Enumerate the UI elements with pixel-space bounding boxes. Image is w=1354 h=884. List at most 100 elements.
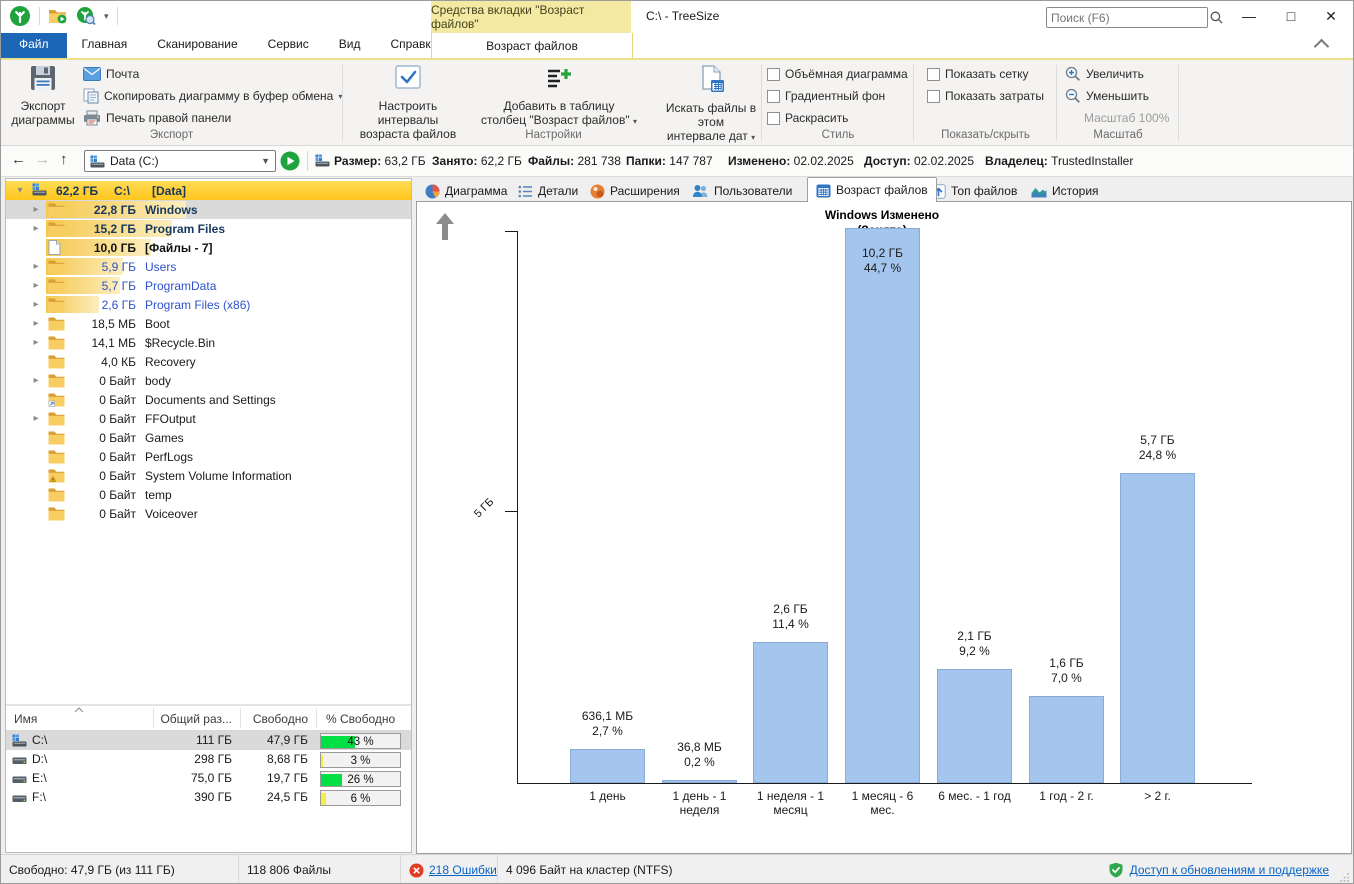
tree-row[interactable]: ▸ 14,1 МБ $Recycle.Bin	[6, 333, 411, 352]
errors-link[interactable]: 218 Ошибки	[429, 863, 497, 877]
drives-table: Имя Общий раз... Свободно % Свободно C:\ 11…	[6, 706, 411, 852]
view-tab-5[interactable]: Топ файлов	[931, 180, 1017, 202]
tree-row[interactable]: ▸ 0 Байт FFOutput	[6, 409, 411, 428]
view-tab-0[interactable]: Диаграмма	[425, 180, 507, 202]
tree-row[interactable]: 0 Байт Documents and Settings	[6, 390, 411, 409]
drive-row[interactable]: E:\ 75,0 ГБ 19,7 ГБ 26 %	[6, 769, 411, 788]
search-input[interactable]	[1047, 10, 1210, 25]
tree-row[interactable]: 0 Байт Voiceover	[6, 504, 411, 523]
tab-file[interactable]: Файл	[1, 33, 67, 58]
bar-value-label: 636,1 МБ 2,7 %	[581, 709, 634, 738]
export-item-2[interactable]: Печать правой панели	[83, 108, 231, 128]
forward-icon[interactable]: →	[35, 151, 50, 168]
scan-folder-icon[interactable]	[48, 8, 68, 24]
drive-row[interactable]: C:\ 111 ГБ 47,9 ГБ 43 %	[6, 731, 411, 750]
chart-bar-0[interactable]	[570, 749, 645, 783]
tree-row[interactable]: 0 Байт temp	[6, 485, 411, 504]
chart-bar-3[interactable]	[845, 228, 920, 783]
back-icon[interactable]: ←	[11, 151, 26, 168]
qat-customize-icon[interactable]: ▾	[104, 10, 109, 21]
tree-row[interactable]: ▸ 5,9 ГБ Users	[6, 257, 411, 276]
view-tab-6[interactable]: История	[1031, 180, 1099, 202]
search-box[interactable]	[1046, 7, 1223, 28]
tree-row[interactable]: ▸ 2,6 ГБ Program Files (x86)	[6, 295, 411, 314]
drives-column-2[interactable]: Свободно	[252, 712, 308, 726]
resize-grip[interactable]	[1340, 872, 1350, 882]
settings-button-2[interactable]: Искать файлы в этом интервале дат ▾	[653, 63, 769, 143]
chevron-down-icon[interactable]: ▼	[261, 156, 270, 166]
drive-row[interactable]: D:\ 298 ГБ 8,68 ГБ 3 %	[6, 750, 411, 769]
close-button[interactable]: ✕	[1325, 7, 1337, 24]
panel-splitter[interactable]	[6, 704, 411, 706]
tree-row[interactable]: 4,0 КБ Recovery	[6, 352, 411, 371]
chart-bar-6[interactable]	[1120, 473, 1195, 783]
chart-bar-1[interactable]	[662, 780, 737, 783]
zoom-item-2[interactable]: Масштаб 100%	[1084, 111, 1170, 125]
path-combobox[interactable]: Data (C:) ▼	[84, 150, 276, 172]
chart-bar-4[interactable]	[937, 669, 1012, 783]
maximize-button[interactable]: □	[1286, 8, 1296, 24]
update-link[interactable]: Доступ к обновлениям и поддержке	[1129, 863, 1329, 877]
tree-row[interactable]: ▸ 18,5 МБ Boot	[6, 314, 411, 333]
view-tab-1[interactable]: Детали	[518, 180, 578, 202]
checkbox-icon[interactable]	[767, 67, 780, 81]
go-up-icon[interactable]	[431, 210, 461, 242]
tab-2[interactable]: Сервис	[267, 37, 309, 51]
export-item-0[interactable]: Почта	[83, 64, 139, 84]
chevron-down-icon[interactable]: ▾	[17, 185, 23, 196]
chart-bar-2[interactable]	[753, 642, 828, 783]
up-icon[interactable]: ↑	[60, 151, 68, 168]
drive-row[interactable]: F:\ 390 ГБ 24,5 ГБ 6 %	[6, 788, 411, 807]
tree-row[interactable]: ▸ 0 Байт body	[6, 371, 411, 390]
zoom-item-0[interactable]: Увеличить	[1065, 64, 1144, 84]
chevron-right-icon[interactable]: ▸	[33, 413, 39, 424]
tree-row[interactable]: 0 Байт Games	[6, 428, 411, 447]
drives-column-0[interactable]: Имя	[14, 712, 38, 726]
export-item-1[interactable]: Скопировать диаграмму в буфер обмена ▾	[83, 86, 342, 106]
export-chart-button[interactable]: Экспорт диаграммы	[7, 63, 79, 143]
file-age-chart: Windows Изменено(Занято) 5 ГБ 636,1 МБ2,…	[416, 201, 1352, 854]
chevron-right-icon[interactable]: ▸	[33, 280, 39, 291]
settings-button-1[interactable]: Добавить в таблицу столбец "Возраст файло…	[469, 63, 649, 143]
treesize-search-icon[interactable]	[76, 6, 96, 26]
minimize-button[interactable]: —	[1242, 8, 1256, 24]
style-checkbox-2[interactable]: Раскрасить	[767, 108, 848, 128]
view-tab-3[interactable]: Пользователи	[692, 180, 792, 202]
chart-bar-5[interactable]	[1029, 696, 1104, 783]
drives-column-3[interactable]: % Свободно	[326, 712, 396, 726]
checkbox-icon[interactable]	[767, 111, 780, 125]
show-checkbox-1[interactable]: Показать затраты	[927, 86, 1044, 106]
style-checkbox-1[interactable]: Градиентный фон	[767, 86, 885, 106]
tree-row[interactable]: 10,0 ГБ [Файлы - 7]	[6, 238, 411, 257]
checkbox-icon[interactable]	[927, 67, 940, 81]
start-scan-icon[interactable]	[280, 151, 300, 171]
chevron-right-icon[interactable]: ▸	[33, 261, 39, 272]
checkbox-icon[interactable]	[767, 89, 780, 103]
tree-row[interactable]: ▸ 5,7 ГБ ProgramData	[6, 276, 411, 295]
tree-row[interactable]: 0 Байт PerfLogs	[6, 447, 411, 466]
collapse-ribbon-icon[interactable]	[1313, 38, 1330, 55]
view-tab-2[interactable]: Расширения	[590, 180, 680, 202]
tab-0[interactable]: Главная	[81, 37, 128, 51]
settings-button-0[interactable]: Настроить интервалы возраста файлов	[351, 63, 465, 143]
chevron-right-icon[interactable]: ▸	[33, 299, 39, 310]
tab-3[interactable]: Вид	[338, 37, 361, 51]
tab-1[interactable]: Сканирование	[157, 37, 238, 51]
chevron-right-icon[interactable]: ▸	[33, 223, 39, 234]
show-checkbox-0[interactable]: Показать сетку	[927, 64, 1029, 84]
tab-file-age[interactable]: Возраст файлов	[431, 33, 633, 58]
tree-row[interactable]: ▸ 15,2 ГБ Program Files	[6, 219, 411, 238]
zoom-item-1[interactable]: Уменьшить	[1065, 86, 1149, 106]
drives-column-1[interactable]: Общий раз...	[160, 712, 232, 726]
chevron-right-icon[interactable]: ▸	[33, 375, 39, 386]
tree-row[interactable]: 0 Байт System Volume Information	[6, 466, 411, 485]
style-checkbox-0[interactable]: Объёмная диаграмма	[767, 64, 908, 84]
tab-4[interactable]: Справка	[390, 37, 438, 51]
tree-row[interactable]: ▸ 22,8 ГБ Windows	[6, 200, 411, 219]
chevron-right-icon[interactable]: ▸	[33, 204, 39, 215]
checkbox-icon[interactable]	[927, 89, 940, 103]
view-tab-4[interactable]: Возраст файлов	[807, 177, 937, 202]
tree-row-root[interactable]: ▾ 62,2 ГБ C:\ [Data]	[6, 181, 411, 200]
chevron-right-icon[interactable]: ▸	[33, 318, 39, 329]
chevron-right-icon[interactable]: ▸	[33, 337, 39, 348]
